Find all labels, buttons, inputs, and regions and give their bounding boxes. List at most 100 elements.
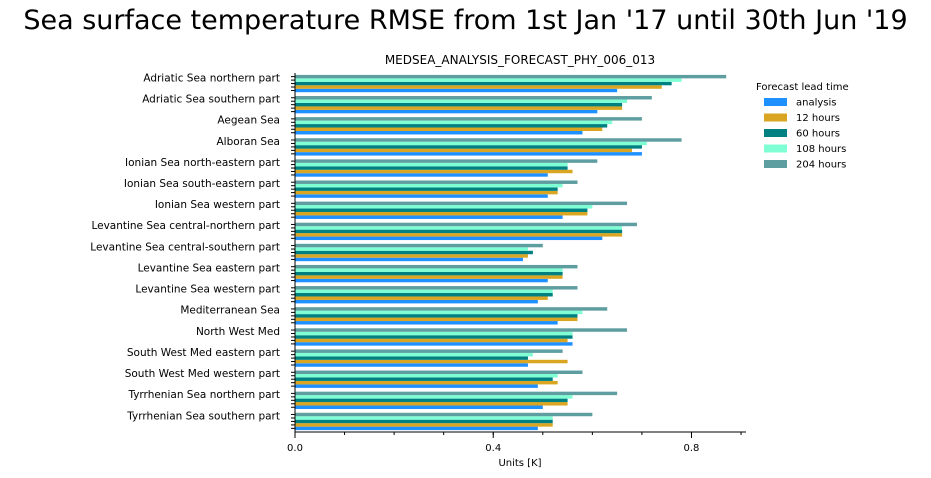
bar-60-hours-2: [295, 124, 608, 128]
bar-60-hours-16: [295, 419, 553, 424]
bar-108-hours-10: [295, 289, 553, 294]
bar-204-hours-14: [295, 370, 583, 375]
legend-swatch-108-hours: [764, 144, 787, 153]
bar-108-hours-4: [295, 162, 568, 167]
bar-analysis-13: [295, 363, 528, 367]
y-tick-label: Ionian Sea north-eastern part: [125, 157, 280, 169]
y-tick-label: Levantine Sea western part: [135, 284, 280, 296]
bar-60-hours-0: [295, 81, 672, 86]
bar-60-hours-9: [295, 271, 563, 276]
bar-12-hours-10: [295, 296, 548, 300]
legend: Forecast lead time analysis 12 hours 60 hou…: [756, 82, 849, 171]
x-tick-label: 0.8: [684, 443, 700, 454]
bar-204-hours-6: [295, 201, 628, 206]
figure-suptitle: Sea surface temperature RMSE from 1st Ja…: [23, 5, 908, 36]
y-tick-label: South West Med western part: [125, 368, 280, 380]
bar-analysis-7: [295, 236, 603, 241]
bar-analysis-2: [295, 130, 583, 135]
bar-204-hours-3: [295, 138, 682, 142]
bar-12-hours-15: [295, 402, 568, 406]
y-tick-label: Levantine Sea central-southern part: [90, 241, 280, 253]
bar-108-hours-1: [295, 99, 628, 103]
bar-12-hours-8: [295, 254, 528, 258]
bar-108-hours-12: [295, 331, 573, 336]
bar-108-hours-11: [295, 310, 583, 315]
bar-108-hours-13: [295, 352, 533, 357]
y-tick-label: Mediterranean Sea: [180, 305, 280, 317]
bar-12-hours-3: [295, 148, 633, 153]
bar-204-hours-0: [295, 74, 727, 79]
bar-12-hours-12: [295, 338, 568, 343]
bar-204-hours-15: [295, 391, 618, 396]
y-tick-label: Levantine Sea eastern part: [138, 262, 280, 274]
bar-204-hours-11: [295, 307, 608, 311]
y-tick-label: Ionian Sea south-eastern part: [124, 178, 280, 190]
bar-204-hours-10: [295, 286, 578, 290]
bar-analysis-16: [295, 426, 538, 431]
bar-12-hours-1: [295, 106, 623, 110]
bar-108-hours-3: [295, 141, 647, 146]
bar-12-hours-9: [295, 275, 563, 279]
bar-12-hours-11: [295, 317, 578, 322]
bar-analysis-14: [295, 384, 538, 388]
bar-108-hours-15: [295, 395, 573, 399]
bar-108-hours-9: [295, 268, 563, 272]
y-tick-label: Levantine Sea central-northern part: [91, 220, 280, 232]
y-tick-label: Tyrrhenian Sea southern part: [126, 410, 280, 422]
bar-108-hours-0: [295, 78, 682, 82]
bar-60-hours-6: [295, 208, 588, 212]
bar-108-hours-2: [295, 120, 613, 125]
x-tick-label: 0.4: [485, 443, 501, 454]
bar-204-hours-12: [295, 328, 628, 332]
y-tick-label: Ionian Sea western part: [155, 199, 280, 211]
bar-60-hours-1: [295, 102, 623, 107]
bar-12-hours-2: [295, 127, 603, 131]
bars-layer: [295, 74, 727, 431]
legend-swatch-60-hours: [764, 129, 787, 137]
bar-108-hours-7: [295, 226, 623, 230]
bar-108-hours-16: [295, 416, 553, 420]
legend-swatch-204-hours: [764, 160, 787, 168]
bar-204-hours-2: [295, 117, 642, 121]
bar-108-hours-8: [295, 247, 528, 251]
legend-label: 12 hours: [796, 113, 840, 124]
y-tick-label: South West Med eastern part: [127, 347, 280, 359]
bar-108-hours-5: [295, 183, 563, 188]
bar-204-hours-8: [295, 243, 543, 248]
bar-analysis-0: [295, 88, 618, 93]
bar-204-hours-4: [295, 159, 598, 163]
bar-12-hours-4: [295, 169, 573, 174]
bar-204-hours-5: [295, 180, 578, 184]
bar-204-hours-9: [295, 264, 578, 269]
bar-analysis-11: [295, 321, 558, 325]
legend-label: analysis: [796, 98, 837, 109]
bar-analysis-12: [295, 342, 573, 346]
y-tick-label: Alboran Sea: [217, 136, 281, 148]
y-tick-label: Aegean Sea: [217, 115, 280, 127]
bar-204-hours-7: [295, 222, 637, 227]
bar-12-hours-13: [295, 359, 568, 364]
bar-12-hours-14: [295, 380, 558, 385]
bar-analysis-5: [295, 194, 548, 198]
bar-60-hours-7: [295, 229, 623, 234]
legend-label: 108 hours: [796, 144, 846, 155]
bar-12-hours-16: [295, 423, 553, 427]
axes-title: MEDSEA_ANALYSIS_FORECAST_PHY_006_013: [385, 53, 655, 67]
legend-label: 60 hours: [796, 129, 840, 140]
x-tick-label: 0.0: [287, 443, 303, 454]
y-tick-label: Adriatic Sea southern part: [142, 94, 280, 106]
legend-title: Forecast lead time: [756, 82, 849, 93]
legend-label: 204 hours: [796, 160, 846, 171]
y-tick-label: Adriatic Sea northern part: [143, 72, 280, 84]
bar-analysis-9: [295, 278, 548, 283]
bar-60-hours-3: [295, 145, 642, 149]
bar-analysis-1: [295, 109, 598, 114]
bar-analysis-3: [295, 152, 642, 156]
bar-12-hours-7: [295, 233, 623, 237]
legend-swatch-12-hours: [764, 113, 787, 122]
bar-60-hours-12: [295, 335, 573, 339]
bar-analysis-10: [295, 299, 538, 304]
bar-analysis-4: [295, 173, 548, 177]
bar-60-hours-10: [295, 293, 553, 297]
